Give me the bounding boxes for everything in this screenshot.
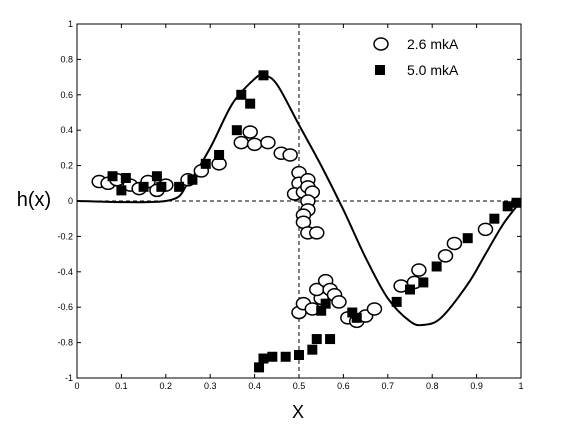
- point-5-0-mka: [307, 344, 318, 355]
- y-tick-label: 0: [68, 196, 73, 206]
- point-2-6-mka: [331, 295, 347, 309]
- x-tick-label: 0.5: [293, 381, 306, 391]
- point-2-6-mka: [477, 222, 494, 237]
- y-tick-label: 0.8: [60, 54, 73, 64]
- point-5-0-mka: [489, 213, 500, 224]
- y-axis-label: h(x): [17, 189, 51, 211]
- y-tick-label: 0.6: [60, 90, 73, 100]
- point-5-0-mka: [174, 181, 185, 192]
- x-tick-label: 0: [74, 381, 79, 391]
- model-curve: [76, 73, 522, 327]
- x-tick-labels: 0 0.1 0.2 0.3 0.4 0.5 0.6 0.7 0.8 0.9 1: [74, 381, 523, 391]
- y-tick-labels: -1 -0.8 -0.6 -0.4 -0.2 0 0.2 0.4 0.6 0.8 1: [57, 19, 73, 383]
- point-5-0-mka: [462, 233, 473, 244]
- y-tick-label: -1: [65, 373, 73, 383]
- point-2-6-mka: [246, 137, 263, 152]
- point-2-6-mka: [437, 249, 454, 263]
- point-2-6-mka: [411, 263, 427, 277]
- x-tick-label: 1: [518, 381, 523, 391]
- point-2-6-mka: [366, 302, 383, 316]
- point-5-0-mka: [431, 261, 442, 272]
- legend-label-5-0-mka: 5.0 mkA: [407, 62, 459, 78]
- point-5-0-mka: [316, 305, 327, 316]
- point-5-0-mka: [214, 149, 225, 160]
- point-2-6-mka: [260, 135, 276, 150]
- point-5-0-mka: [311, 334, 322, 345]
- point-5-0-mka: [280, 351, 291, 362]
- y-tick-label: -0.6: [57, 302, 73, 312]
- y-tick-label: -0.2: [57, 231, 73, 241]
- x-tick-label: 0.3: [204, 381, 217, 391]
- point-5-0-mka: [107, 171, 118, 182]
- point-5-0-mka: [258, 70, 269, 81]
- x-tick-label: 0.4: [248, 381, 261, 391]
- point-2-6-mka: [233, 135, 250, 150]
- x-tick-label: 0.6: [337, 381, 350, 391]
- point-5-0-mka: [236, 89, 247, 100]
- point-5-0-mka: [245, 98, 256, 109]
- point-5-0-mka: [120, 172, 131, 183]
- point-5-0-mka: [405, 284, 415, 295]
- point-5-0-mka: [320, 298, 331, 309]
- y-tick-label: 0.4: [60, 125, 73, 135]
- y-tick-label: -0.8: [57, 338, 73, 348]
- x-tick-label: 0.9: [470, 381, 483, 391]
- point-5-0-mka: [418, 277, 429, 288]
- point-5-0-mka: [151, 171, 162, 182]
- x-tick-label: 0.1: [115, 381, 128, 391]
- point-5-0-mka: [258, 353, 269, 364]
- point-5-0-mka: [231, 125, 242, 136]
- point-5-0-mka: [254, 362, 265, 373]
- point-5-0-mka: [511, 197, 522, 208]
- legend-marker-open-ellipse: [373, 37, 389, 51]
- legend-label-2-6-mka: 2.6 mkA: [407, 36, 459, 52]
- point-5-0-mka: [325, 334, 336, 345]
- legend: 2.6 mkA 5.0 mkA: [373, 36, 459, 78]
- curve-line: [76, 73, 522, 327]
- point-5-0-mka: [187, 174, 198, 185]
- point-2-6-mka: [309, 226, 325, 240]
- axis-ticks: [76, 23, 522, 379]
- y-tick-label: -0.4: [57, 267, 73, 277]
- point-5-0-mka: [502, 201, 513, 212]
- x-tick-label: 0.8: [426, 381, 439, 391]
- x-tick-label: 0.2: [160, 381, 173, 391]
- data-markers: [91, 70, 522, 373]
- point-5-0-mka: [138, 181, 149, 192]
- point-5-0-mka: [351, 312, 362, 323]
- y-tick-label: 0.2: [60, 161, 73, 171]
- point-5-0-mka: [294, 349, 304, 360]
- x-tick-label: 0.7: [382, 381, 395, 391]
- point-2-6-mka: [242, 125, 258, 139]
- point-5-0-mka: [200, 158, 211, 169]
- legend-marker-filled-square: [375, 65, 385, 75]
- point-5-0-mka: [156, 181, 167, 192]
- y-tick-label: 1: [68, 19, 73, 29]
- point-5-0-mka: [267, 351, 278, 362]
- point-2-6-mka: [446, 236, 463, 251]
- point-2-6-mka: [282, 148, 298, 162]
- x-axis-label: X: [292, 402, 304, 422]
- point-5-0-mka: [347, 307, 358, 318]
- point-5-0-mka: [391, 296, 402, 307]
- point-5-0-mka: [116, 185, 127, 196]
